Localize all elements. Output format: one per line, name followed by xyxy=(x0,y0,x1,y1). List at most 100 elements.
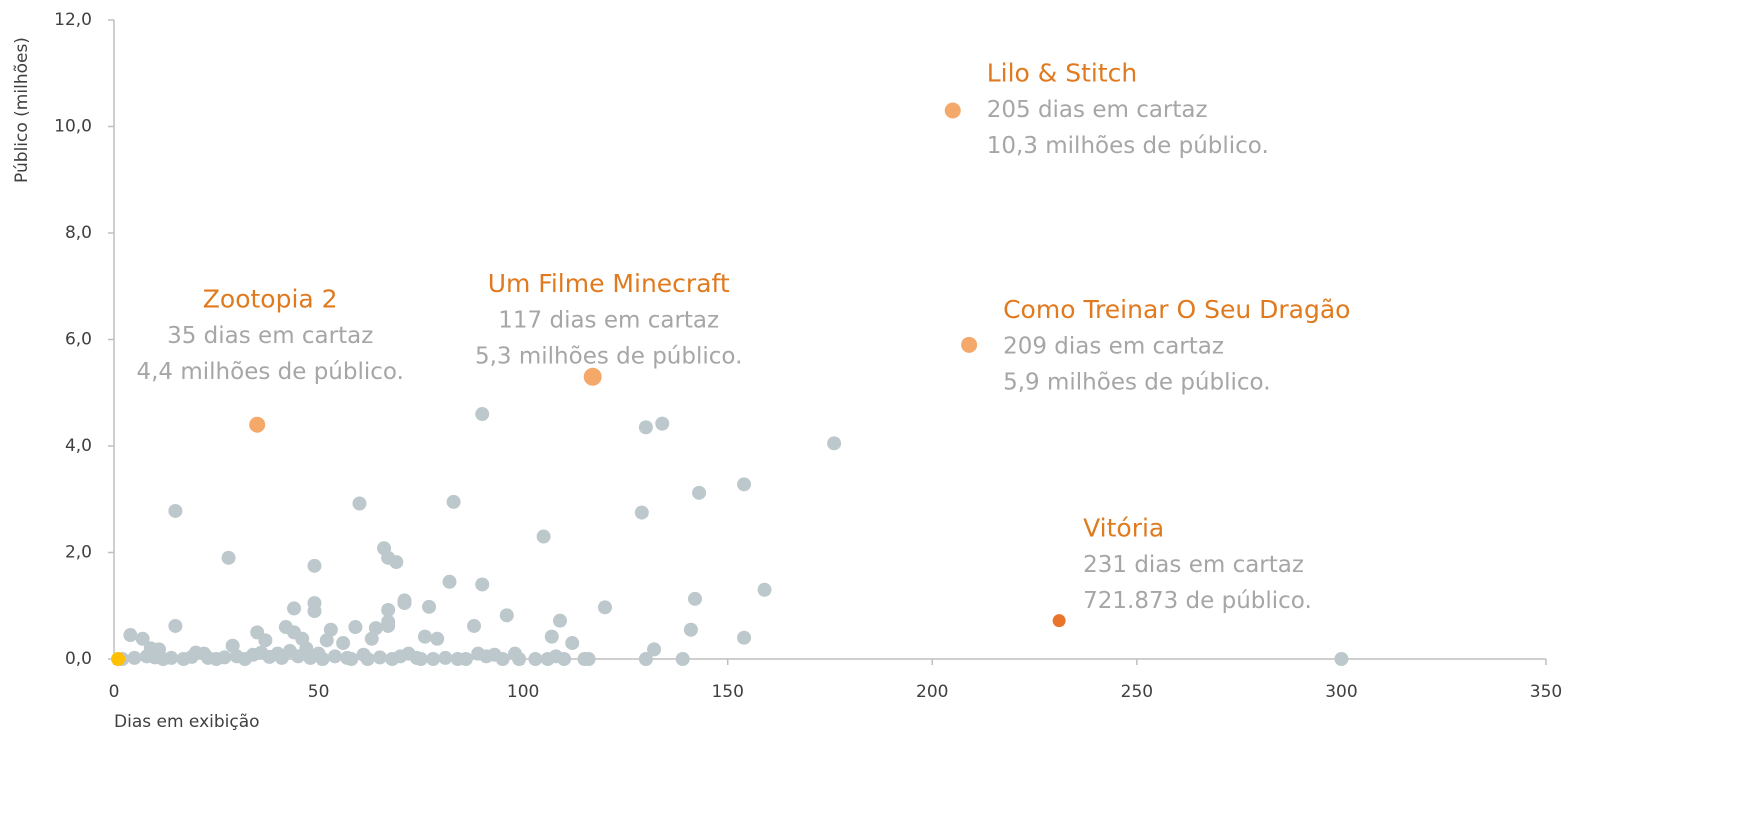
x-axis-title: Dias em exibição xyxy=(114,712,260,732)
annotation-text: 5,3 milhões de público. xyxy=(475,343,742,369)
point xyxy=(634,505,649,520)
point xyxy=(135,631,150,646)
y-tick-label: 4,0 xyxy=(65,436,92,456)
x-tick-label: 100 xyxy=(507,682,539,702)
point xyxy=(397,596,412,611)
point xyxy=(467,618,482,633)
point xyxy=(647,642,662,657)
point-highlight xyxy=(583,367,602,386)
point xyxy=(737,477,752,492)
point xyxy=(557,652,572,666)
y-tick-label: 12,0 xyxy=(54,10,92,30)
point xyxy=(581,652,596,666)
point xyxy=(315,652,330,666)
y-tick-label: 2,0 xyxy=(65,543,92,563)
point xyxy=(536,529,551,544)
point xyxy=(364,631,379,646)
point xyxy=(458,652,473,666)
point xyxy=(262,649,277,664)
point xyxy=(475,407,490,422)
point xyxy=(225,638,240,653)
point xyxy=(287,601,302,616)
point xyxy=(552,613,567,628)
point xyxy=(442,574,457,589)
annotation-text: 721.873 de público. xyxy=(1083,588,1312,614)
point xyxy=(512,652,527,666)
point xyxy=(258,633,273,648)
point xyxy=(675,652,690,666)
point xyxy=(319,633,334,648)
y-tick-label: 8,0 xyxy=(65,223,92,243)
point-highlight xyxy=(944,102,961,119)
x-tick-label: 0 xyxy=(109,682,120,702)
point xyxy=(638,420,653,435)
annotation-text: 205 dias em cartaz xyxy=(987,97,1208,123)
point xyxy=(381,618,396,633)
point xyxy=(499,608,514,623)
y-tick-label: 0,0 xyxy=(65,649,92,669)
point xyxy=(426,652,441,666)
point xyxy=(327,649,342,664)
point xyxy=(475,577,490,592)
point xyxy=(307,558,322,573)
point xyxy=(683,622,698,637)
point xyxy=(221,550,236,565)
point xyxy=(1334,652,1349,666)
point xyxy=(184,649,199,664)
point xyxy=(528,652,543,666)
point xyxy=(446,494,461,509)
point xyxy=(565,636,580,651)
point xyxy=(417,629,432,644)
point xyxy=(638,652,653,666)
point xyxy=(168,618,183,633)
point xyxy=(438,650,453,665)
annotation-text: 231 dias em cartaz xyxy=(1083,552,1304,578)
x-tick-label: 300 xyxy=(1325,682,1357,702)
point xyxy=(217,650,232,665)
point xyxy=(827,436,842,451)
point-highlight xyxy=(111,652,126,666)
annotation-text: 117 dias em cartaz xyxy=(498,307,719,333)
point xyxy=(413,652,428,666)
annotation-title: Como Treinar O Seu Dragão xyxy=(1003,295,1350,324)
point xyxy=(344,652,359,666)
x-tick-label: 200 xyxy=(916,682,948,702)
point-highlight xyxy=(249,416,266,433)
point xyxy=(127,650,142,665)
point xyxy=(544,629,559,644)
annotation-text: 4,4 milhões de público. xyxy=(136,359,403,385)
point xyxy=(348,620,363,635)
point xyxy=(495,652,510,666)
annotation-text: 209 dias em cartaz xyxy=(1003,333,1224,359)
point xyxy=(655,416,670,431)
point-highlight xyxy=(1052,614,1066,628)
point xyxy=(168,503,183,518)
annotation-text: 5,9 milhões de público. xyxy=(1003,369,1270,395)
point xyxy=(307,604,322,619)
point xyxy=(372,650,387,665)
annotation-text: 10,3 milhões de público. xyxy=(987,133,1269,159)
point xyxy=(360,652,375,666)
point xyxy=(692,485,707,500)
x-tick-label: 250 xyxy=(1121,682,1153,702)
point xyxy=(123,628,138,643)
point xyxy=(430,631,445,646)
x-tick-label: 350 xyxy=(1530,682,1562,702)
x-tick-label: 150 xyxy=(711,682,743,702)
point xyxy=(381,603,396,618)
y-tick-label: 10,0 xyxy=(54,117,92,137)
point xyxy=(323,622,338,637)
annotation-text: 35 dias em cartaz xyxy=(167,323,373,349)
point xyxy=(336,636,351,651)
y-tick-label: 6,0 xyxy=(65,330,92,350)
annotation-title: Vitória xyxy=(1083,514,1164,543)
annotation-title: Um Filme Minecraft xyxy=(488,269,730,298)
y-axis-title: Público (milhões) xyxy=(12,37,32,183)
point xyxy=(757,582,772,597)
x-tick-label: 50 xyxy=(308,682,330,702)
point xyxy=(164,650,179,665)
point xyxy=(597,600,612,615)
point xyxy=(737,630,752,645)
